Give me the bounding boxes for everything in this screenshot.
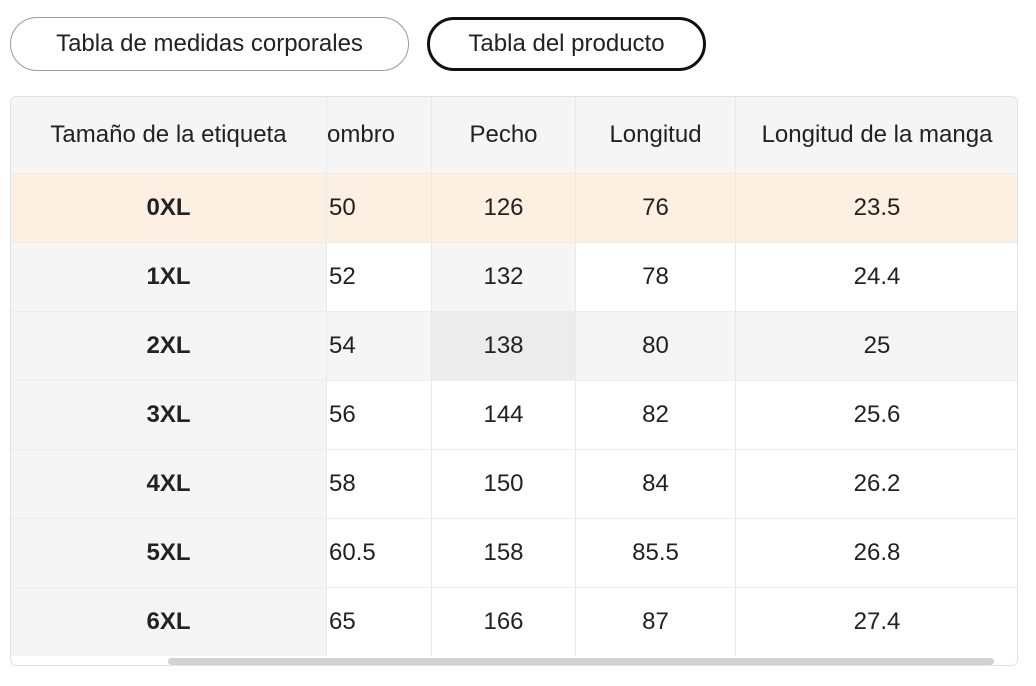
table-cell: 166 <box>432 588 576 656</box>
table-cell: 52 <box>327 243 432 311</box>
header-chest: Pecho <box>432 97 576 173</box>
table-cell: 87 <box>576 588 736 656</box>
table-row[interactable]: 3XL 56 144 82 25.6 <box>11 380 1017 449</box>
table-cell: 158 <box>432 519 576 587</box>
table-cell: 27.4 <box>853 608 901 635</box>
horizontal-scrollbar[interactable] <box>168 658 994 665</box>
header-length: Longitud <box>576 97 736 173</box>
table-cell: 85.5 <box>576 519 736 587</box>
table-cell: 25 <box>736 312 1017 380</box>
size-cell: 1XL <box>11 243 327 311</box>
table-row[interactable]: 1XL 52 132 78 24.4 <box>11 242 1017 311</box>
table-row[interactable]: 0XL 50 126 76 23.5 <box>11 173 1017 242</box>
header-sleeve-length: Longitud de la manga <box>736 97 1017 173</box>
table-cell-hovered: 138 <box>432 312 576 380</box>
size-cell: 4XL <box>11 450 327 518</box>
size-cell: 5XL <box>11 519 327 587</box>
table-row[interactable]: 5XL 60.5 158 85.5 26.8 <box>11 518 1017 587</box>
table-cell: 76 <box>576 174 736 242</box>
table-cell: 78 <box>576 243 736 311</box>
table-cell: 26.2 <box>853 470 901 497</box>
tab-product-table[interactable]: Tabla del producto <box>427 17 706 71</box>
size-cell: 0XL <box>11 174 327 242</box>
size-cell: 3XL <box>11 381 327 449</box>
table-cell: 84 <box>576 450 736 518</box>
table-cell: 132 <box>432 243 576 311</box>
table-cell: 150 <box>432 450 576 518</box>
size-cell: 6XL <box>11 588 327 656</box>
table-cell: 60.5 <box>327 519 432 587</box>
table-cell: 80 <box>576 312 736 380</box>
table-cell: 26.8 <box>853 539 901 566</box>
table-cell: 144 <box>432 381 576 449</box>
tab-body-measurements[interactable]: Tabla de medidas corporales <box>10 17 409 71</box>
table-header-row: Tamaño de la etiqueta ombro Pecho Longit… <box>11 97 1017 173</box>
table-cell: 54 <box>327 312 432 380</box>
table-cell: 126 <box>432 174 576 242</box>
table-cell: 50 <box>327 174 432 242</box>
header-shoulder: ombro <box>327 97 432 173</box>
size-cell: 2XL <box>11 312 327 380</box>
table-cell: 58 <box>327 450 432 518</box>
header-tag-size: Tamaño de la etiqueta <box>11 97 327 173</box>
size-table: Tamaño de la etiqueta ombro Pecho Longit… <box>10 96 1018 666</box>
table-row[interactable]: 2XL 54 138 80 25 <box>11 311 1017 380</box>
table-cell: 65 <box>327 588 432 656</box>
table-row[interactable]: 6XL 65 166 87 27.4 <box>11 587 1017 656</box>
table-cell: 24.4 <box>853 263 901 290</box>
table-cell: 82 <box>576 381 736 449</box>
table-cell: 23.5 <box>736 174 1017 242</box>
table-cell: 25.6 <box>853 401 901 428</box>
table-cell: 56 <box>327 381 432 449</box>
table-row[interactable]: 4XL 58 150 84 26.2 <box>11 449 1017 518</box>
